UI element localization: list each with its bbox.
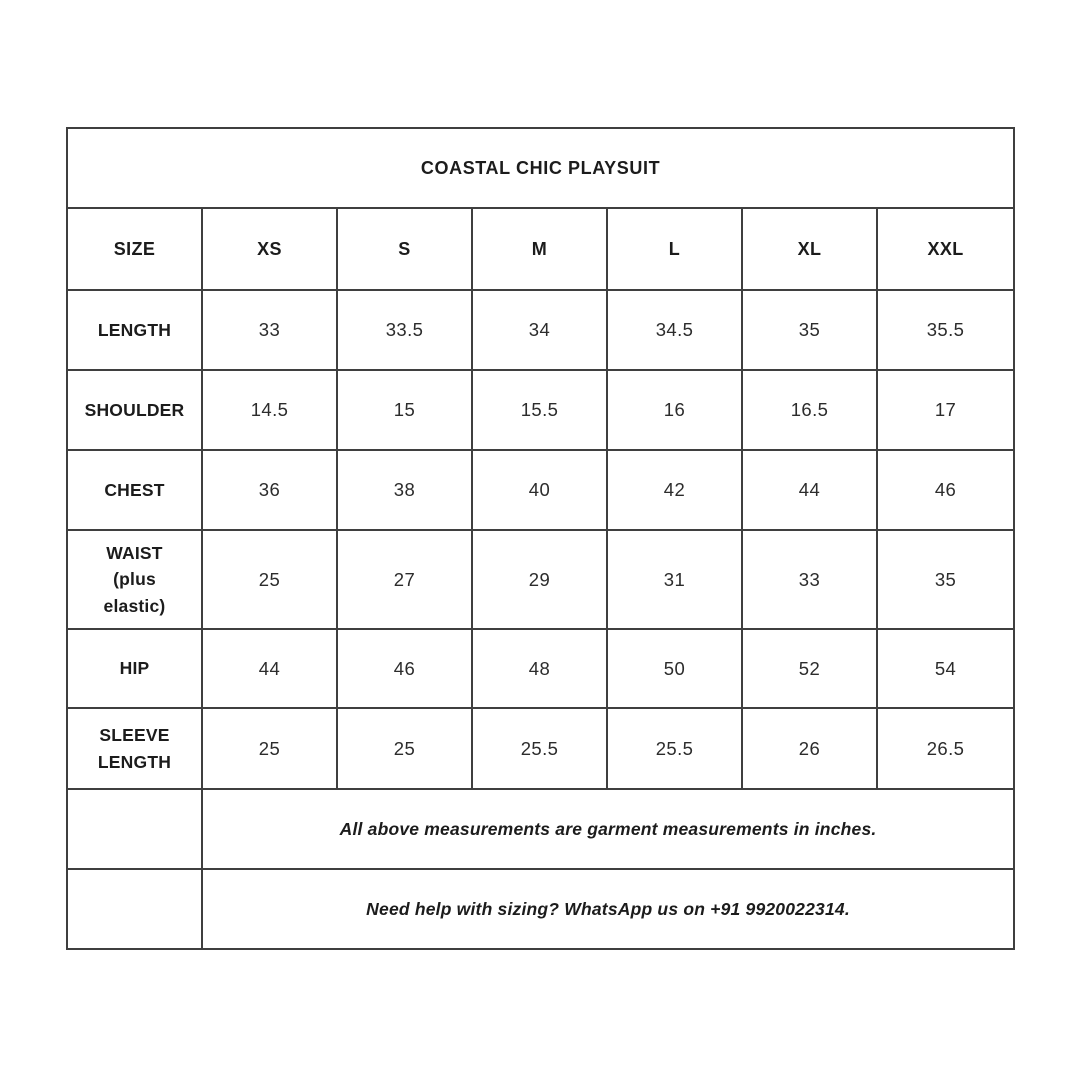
header-row: SIZE XS S M L XL XXL	[66, 207, 1016, 291]
note-measurements: All above measurements are garment measu…	[200, 788, 1016, 870]
value-cell: 44	[741, 449, 878, 531]
row-label-length: LENGTH	[66, 289, 203, 371]
header-xs: XS	[201, 207, 338, 291]
value-cell: 36	[201, 449, 338, 531]
value-cell: 46	[336, 628, 473, 709]
header-s: S	[336, 207, 473, 291]
value-cell: 35	[875, 529, 1016, 630]
value-cell: 54	[875, 628, 1016, 709]
value-cell: 34.5	[606, 289, 743, 371]
table-row-length: LENGTH 33 33.5 34 34.5 35 35.5	[66, 289, 1016, 371]
value-cell: 31	[606, 529, 743, 630]
chart-title: COASTAL CHIC PLAYSUIT	[65, 127, 1016, 209]
value-cell: 35	[741, 289, 878, 371]
row-label-hip: HIP	[66, 628, 203, 709]
note-whatsapp-help: Need help with sizing? WhatsApp us on +9…	[200, 868, 1016, 950]
size-chart-table: COASTAL CHIC PLAYSUIT SIZE XS S M L XL X…	[65, 127, 1016, 950]
value-cell: 38	[336, 449, 473, 531]
value-cell: 29	[471, 529, 608, 630]
row-label-shoulder: SHOULDER	[66, 369, 203, 451]
value-cell: 27	[336, 529, 473, 630]
value-cell: 42	[606, 449, 743, 531]
row-label-waist: WAIST (plus elastic)	[66, 529, 203, 630]
value-cell: 16.5	[741, 369, 878, 451]
value-cell: 33	[201, 289, 338, 371]
value-cell: 52	[741, 628, 878, 709]
value-cell: 15	[336, 369, 473, 451]
note-row-whatsapp: Need help with sizing? WhatsApp us on +9…	[66, 868, 1016, 950]
header-size: SIZE	[66, 207, 203, 291]
header-xl: XL	[741, 207, 878, 291]
row-label-sleeve-length: SLEEVE LENGTH	[66, 707, 203, 790]
table-row-chest: CHEST 36 38 40 42 44 46	[66, 449, 1016, 531]
header-m: M	[471, 207, 608, 291]
value-cell: 33	[741, 529, 878, 630]
row-label-chest: CHEST	[66, 449, 203, 531]
value-cell: 34	[471, 289, 608, 371]
table-row-hip: HIP 44 46 48 50 52 54	[66, 628, 1016, 709]
value-cell: 14.5	[201, 369, 338, 451]
value-cell: 46	[875, 449, 1016, 531]
table-row-sleeve-length: SLEEVE LENGTH 25 25 25.5 25.5 26 26.5	[66, 707, 1016, 790]
value-cell: 40	[471, 449, 608, 531]
value-cell: 26.5	[875, 707, 1016, 790]
empty-cell	[66, 788, 203, 870]
value-cell: 48	[471, 628, 608, 709]
value-cell: 25	[201, 707, 338, 790]
value-cell: 17	[875, 369, 1016, 451]
value-cell: 33.5	[336, 289, 473, 371]
value-cell: 44	[201, 628, 338, 709]
value-cell: 16	[606, 369, 743, 451]
header-xxl: XXL	[875, 207, 1016, 291]
title-row: COASTAL CHIC PLAYSUIT	[65, 127, 1016, 209]
note-row-measurements: All above measurements are garment measu…	[66, 788, 1016, 870]
value-cell: 50	[606, 628, 743, 709]
table-row-waist: WAIST (plus elastic) 25 27 29 31 33 35	[66, 529, 1016, 630]
value-cell: 25	[336, 707, 473, 790]
size-chart: COASTAL CHIC PLAYSUIT SIZE XS S M L XL X…	[65, 127, 1016, 950]
header-l: L	[606, 207, 743, 291]
value-cell: 35.5	[875, 289, 1016, 371]
empty-cell	[66, 868, 203, 950]
value-cell: 25	[201, 529, 338, 630]
value-cell: 25.5	[606, 707, 743, 790]
value-cell: 15.5	[471, 369, 608, 451]
table-row-shoulder: SHOULDER 14.5 15 15.5 16 16.5 17	[66, 369, 1016, 451]
value-cell: 26	[741, 707, 878, 790]
value-cell: 25.5	[471, 707, 608, 790]
